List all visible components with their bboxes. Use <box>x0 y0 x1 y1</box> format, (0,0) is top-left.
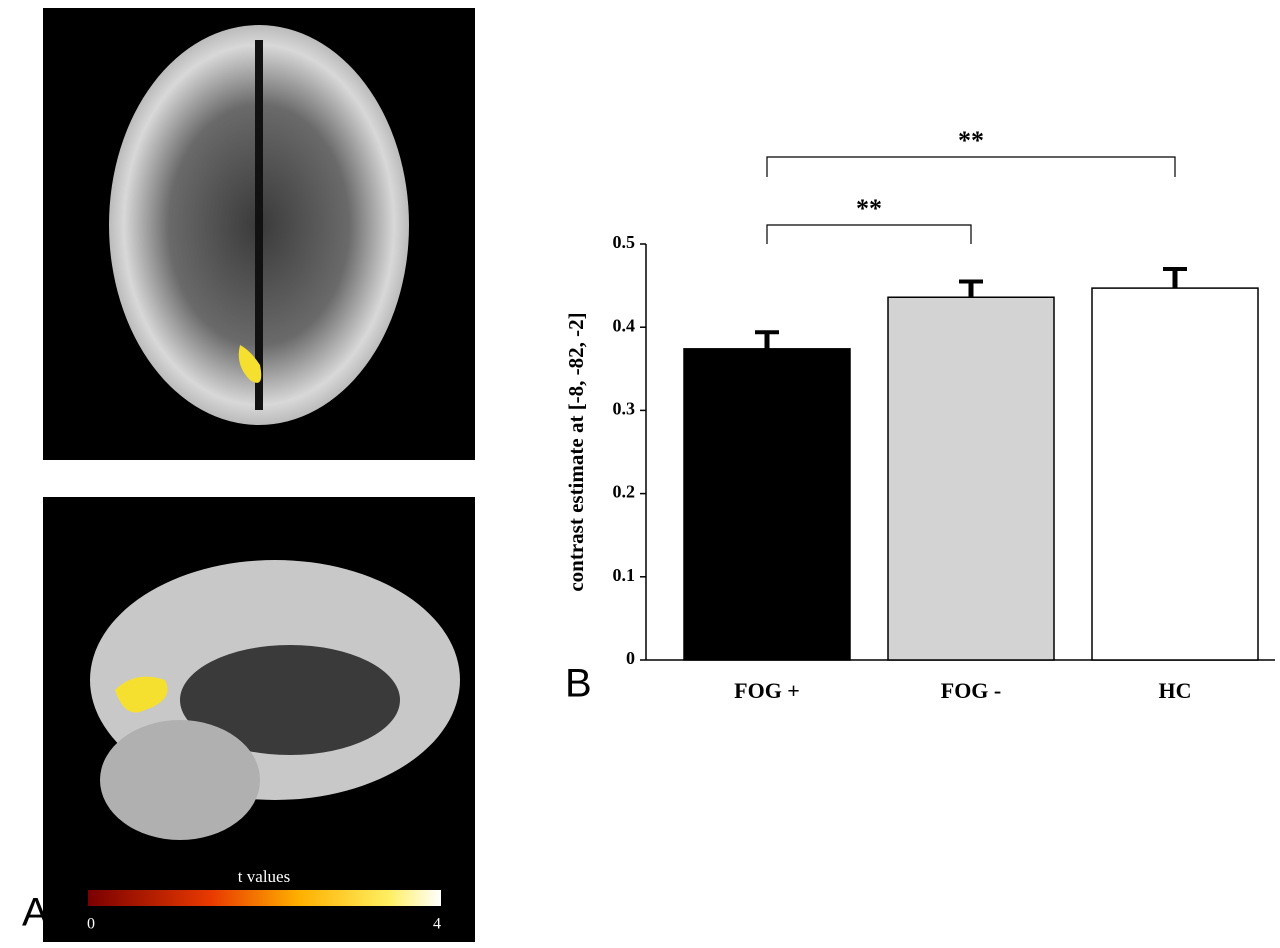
y-tick-label: 0 <box>626 648 635 668</box>
activation-blob <box>115 676 168 713</box>
y-tick-label: 0.5 <box>613 232 636 252</box>
activation-blob <box>238 345 262 383</box>
y-tick-label: 0.3 <box>613 399 636 419</box>
y-tick-label: 0.4 <box>613 315 636 335</box>
colorbar-title: t values <box>238 867 290 886</box>
y-tick-label: 0.1 <box>613 565 636 585</box>
significance-bracket <box>766 224 972 244</box>
panel-label: B <box>565 662 592 706</box>
panel-label: A <box>22 891 49 935</box>
cerebellum <box>100 720 260 840</box>
significance-label: ** <box>958 126 984 155</box>
bar <box>683 348 851 661</box>
x-tick-label: HC <box>1159 678 1192 703</box>
significance-bracket <box>766 156 1176 177</box>
x-tick-label: FOG - <box>941 678 1002 703</box>
bar <box>887 296 1055 661</box>
y-tick-label: 0.2 <box>613 482 636 502</box>
x-tick-label: FOG + <box>734 678 800 703</box>
colorbar-tick-label: 0 <box>87 916 95 933</box>
colorbar-tick-label: 4 <box>433 916 441 933</box>
y-axis-label: contrast estimate at [-8, -82, -2] <box>564 312 588 591</box>
colorbar <box>88 890 441 906</box>
ventricle <box>180 645 400 755</box>
bar <box>1091 287 1259 661</box>
significance-label: ** <box>856 194 882 223</box>
